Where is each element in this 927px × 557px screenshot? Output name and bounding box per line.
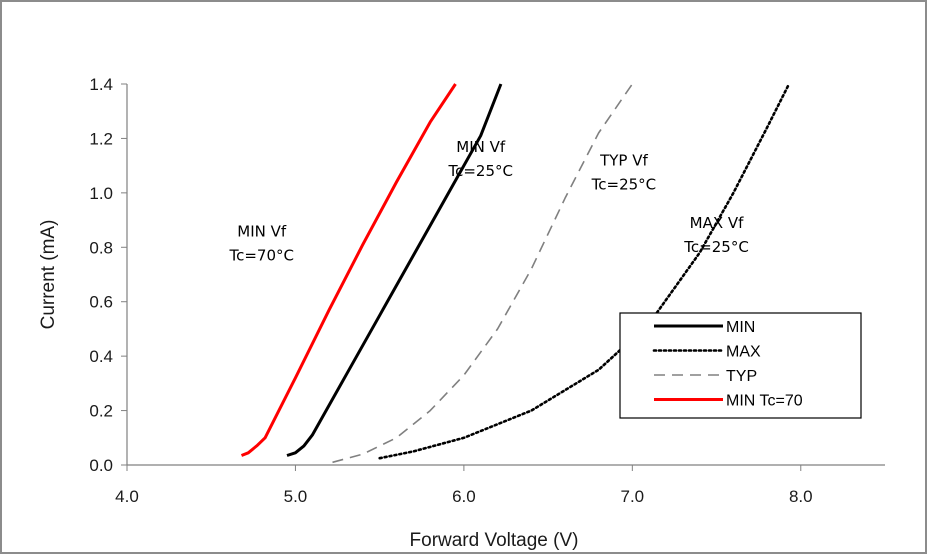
annotation-line: MIN Vf	[456, 138, 506, 156]
tick-labels: 0.0 0.2 0.4 0.6 0.8 1.0 1.2 1.4 4.0 5.0 6.0 7.0 8.0	[89, 75, 812, 506]
y-axis-title: Current (mA)	[38, 220, 59, 330]
y-tick-label: 1.4	[89, 75, 113, 94]
series-line-min-tc-70	[240, 83, 457, 457]
legend: MIN MAX TYP MIN Tc=70	[619, 312, 862, 419]
x-tick-label: 8.0	[789, 487, 813, 506]
x-tick-label: 6.0	[452, 487, 476, 506]
series-line-typ	[332, 83, 633, 464]
y-tick-label: 0.8	[89, 238, 113, 257]
annotation-line: Tc=25°C	[447, 162, 513, 180]
series-line-min	[286, 83, 503, 457]
legend-label: TYP	[726, 368, 757, 385]
annotation-line: MIN Vf	[237, 222, 287, 240]
legend-label: MIN Tc=70	[726, 393, 803, 410]
y-tick-label: 0.6	[89, 293, 113, 312]
annotation-line: Tc=25°C	[683, 238, 749, 256]
y-tick-label: 1.0	[89, 184, 113, 203]
legend-label: MIN	[726, 319, 755, 336]
x-tick-label: 4.0	[115, 487, 139, 506]
y-tick-label: 0.2	[89, 402, 113, 421]
annotation-label: MIN Vf Tc=70°C	[229, 222, 295, 264]
y-tick-label: 1.2	[89, 129, 113, 148]
x-tick-label: 5.0	[284, 487, 308, 506]
x-tick-label: 7.0	[621, 487, 645, 506]
y-tick-label: 0.0	[89, 456, 113, 475]
y-tick-label: 0.4	[89, 347, 113, 366]
plot-axes	[121, 83, 885, 471]
annotation-line: Tc=25°C	[591, 176, 657, 194]
annotation-line: MAX Vf	[690, 214, 745, 232]
annotation-label: MIN Vf Tc=25°C	[447, 138, 513, 180]
annotation-label: TYP Vf Tc=25°C	[591, 152, 657, 194]
annotation-line: Tc=70°C	[229, 246, 295, 264]
annotation-line: TYP Vf	[599, 152, 648, 170]
annotation-label: MAX Vf Tc=25°C	[683, 214, 749, 256]
legend-label: MAX	[726, 344, 761, 361]
x-axis-title: Forward Voltage (V)	[410, 530, 579, 551]
